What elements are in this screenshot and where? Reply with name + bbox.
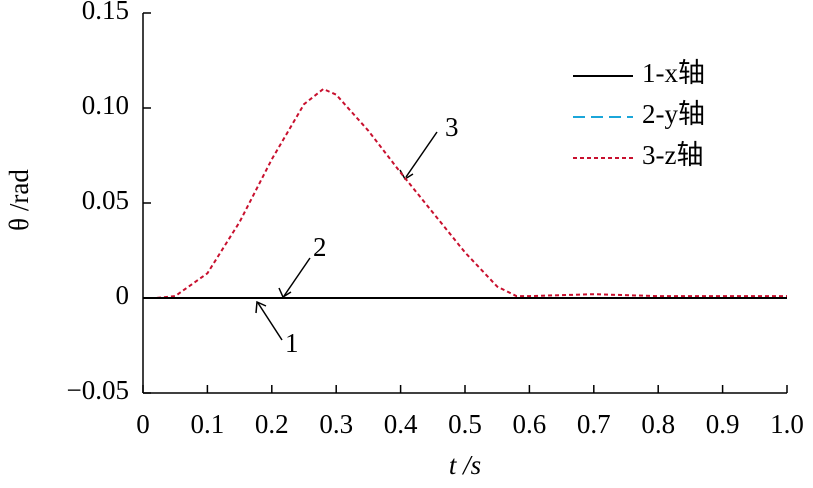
legend-label: 1-x轴	[642, 58, 705, 88]
series-line	[143, 87, 787, 299]
x-tick-label: 0.7	[577, 409, 611, 439]
x-tick-label: 1.0	[770, 409, 804, 439]
legend-label: 3-z轴	[642, 140, 703, 170]
x-tick-label: 0.6	[513, 409, 547, 439]
x-axis-label: t /s	[449, 450, 481, 480]
x-tick-label: 0.5	[448, 409, 482, 439]
annotation-arrows	[255, 131, 438, 341]
x-tick-label: 0.4	[384, 409, 418, 439]
y-tick-label: 0.15	[82, 0, 129, 25]
y-axis-label: θ /rad	[4, 169, 34, 231]
x-tick-label: 0.8	[641, 409, 675, 439]
annotation: 1	[285, 328, 299, 358]
y-tick-label: 0.05	[82, 185, 129, 215]
annotation: 2	[313, 232, 327, 262]
y-tick-label: 0	[116, 280, 130, 310]
legend-label: 2-y轴	[642, 99, 705, 129]
x-tick-label: 0.2	[255, 409, 289, 439]
x-tick-label: 0.3	[319, 409, 353, 439]
annotation: 3	[445, 112, 459, 142]
y-tick-label: 0.10	[82, 90, 129, 120]
x-tick-label: 0.9	[706, 409, 740, 439]
x-tick-label: 0.1	[191, 409, 225, 439]
y-tick-label: −0.05	[67, 375, 129, 405]
x-tick-label: 0	[136, 409, 150, 439]
